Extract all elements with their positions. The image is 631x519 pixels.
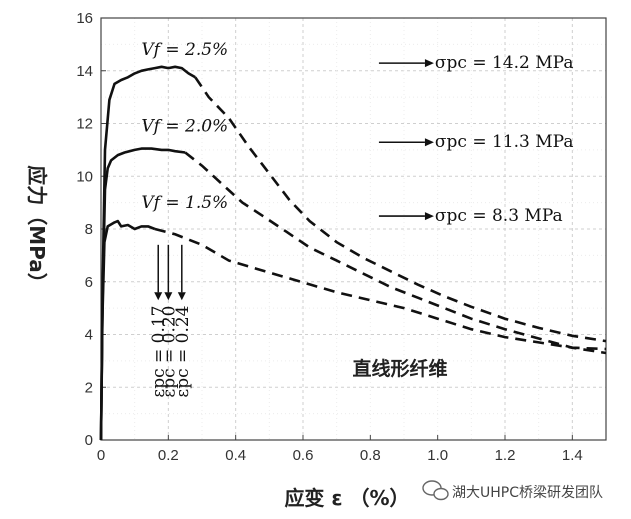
- fiber-type-label: 直线形纤维: [352, 357, 447, 380]
- vf-label: Vf = 1.5%: [141, 193, 228, 213]
- sigma-arrow-head: [424, 212, 434, 221]
- y-axis-title: 应力（MPa）: [25, 165, 49, 293]
- series-line-dashed: [154, 227, 607, 351]
- sigma-arrow-head: [424, 59, 434, 68]
- eps-arrow-head: [177, 292, 186, 301]
- y-tick-label: 10: [76, 168, 93, 185]
- annotations: Vf = 2.5% Vf = 2.0% Vf = 1.5% σpc = 14.2 MP…: [141, 40, 573, 398]
- series-line-dashed: [194, 76, 607, 343]
- axis-ticks: 0 2 4 6 8 10 12 14 16 0 0.2 0.4 0.6 0.8 1.0 1.2 1.4: [76, 10, 582, 464]
- y-tick-label: 14: [76, 63, 93, 80]
- y-tick-label: 16: [76, 10, 93, 27]
- x-axis-title: 应变 ε （%）: [284, 486, 409, 510]
- x-tick-label: 0.6: [293, 447, 314, 464]
- y-tick-label: 0: [85, 432, 93, 449]
- eps-label: εpc = 0.20: [159, 305, 179, 397]
- eps-arrow-head: [164, 292, 173, 301]
- x-tick-label: 0.4: [225, 447, 246, 464]
- series-line-solid: [99, 219, 156, 441]
- y-tick-label: 6: [85, 274, 93, 291]
- vf-label: Vf = 2.0%: [141, 116, 228, 136]
- sigma-label: σpc = 11.3 MPa: [435, 132, 574, 152]
- y-tick-label: 2: [85, 379, 93, 396]
- series-line-dashed: [184, 151, 607, 355]
- x-tick-label: 0.2: [158, 447, 179, 464]
- vf-label: Vf = 2.5%: [141, 40, 228, 60]
- y-tick-label: 4: [85, 327, 93, 344]
- x-tick-label: 1.0: [427, 447, 448, 464]
- sigma-label: σpc = 8.3 MPa: [435, 206, 563, 226]
- y-tick-label: 8: [85, 221, 93, 238]
- x-tick-label: 1.4: [562, 447, 583, 464]
- y-tick-label: 12: [76, 116, 93, 133]
- series-line-solid: [99, 65, 196, 441]
- eps-label: εpc = 0.17: [149, 305, 169, 397]
- watermark-text: 湖大UHPC桥梁研发团队: [452, 485, 603, 501]
- eps-arrow-head: [154, 292, 163, 301]
- x-tick-label: 0.8: [360, 447, 381, 464]
- x-tick-label: 1.2: [495, 447, 516, 464]
- series-group: [99, 65, 607, 441]
- eps-label: εpc = 0.24: [173, 305, 193, 397]
- grid: [100, 17, 607, 441]
- wechat-icon: [422, 480, 449, 501]
- sigma-label: σpc = 14.2 MPa: [435, 53, 574, 73]
- x-tick-label: 0: [97, 447, 105, 464]
- series-line-solid: [99, 147, 186, 441]
- sigma-arrow-head: [424, 138, 434, 147]
